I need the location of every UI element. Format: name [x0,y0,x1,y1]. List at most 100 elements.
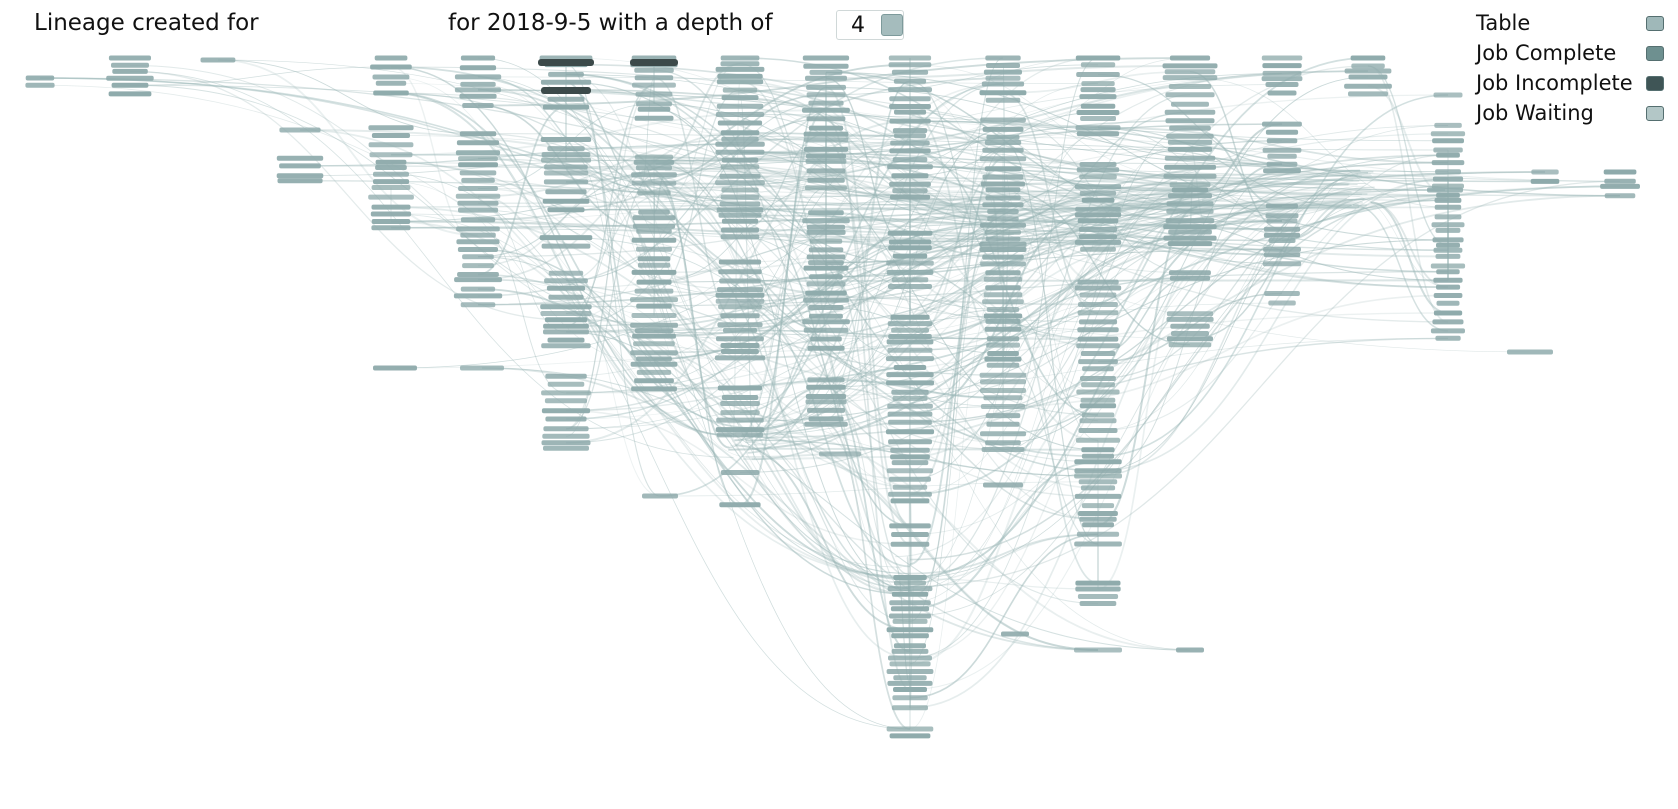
lineage-node[interactable] [634,378,674,384]
lineage-node[interactable] [1266,161,1298,167]
lineage-node[interactable] [455,150,501,156]
lineage-node[interactable] [1434,122,1462,128]
lineage-node[interactable] [809,238,843,244]
lineage-node[interactable] [984,140,1022,145]
lineage-node[interactable] [894,580,926,586]
lineage-node[interactable] [721,395,759,400]
lineage-node[interactable] [633,159,675,165]
lineage-node[interactable] [984,229,1021,235]
lineage-node[interactable] [1164,155,1216,161]
lineage-node[interactable] [636,101,672,107]
lineage-node[interactable] [373,179,410,185]
lineage-node[interactable] [374,55,408,61]
lineage-node[interactable] [891,633,929,639]
lineage-node[interactable] [631,269,677,275]
lineage-node[interactable] [1074,541,1122,547]
lineage-node[interactable] [279,127,321,133]
lineage-node[interactable] [720,401,760,406]
lineage-node[interactable] [460,232,496,238]
lineage-node[interactable] [980,431,1027,437]
lineage-node[interactable] [717,120,763,126]
lineage-node[interactable] [1433,293,1463,298]
lineage-node[interactable] [1076,110,1120,115]
lineage-node[interactable] [805,394,847,399]
lineage-node[interactable] [893,643,926,649]
lineage-node[interactable] [1080,397,1116,403]
lineage-node[interactable] [807,377,845,383]
lineage-node[interactable] [1266,218,1298,224]
lineage-node[interactable] [1074,473,1122,479]
lineage-node[interactable] [717,385,763,391]
lineage-node[interactable] [719,201,761,207]
lineage-node[interactable] [545,416,587,422]
lineage-node[interactable] [891,173,929,179]
lineage-node[interactable] [631,180,677,186]
lineage-node[interactable] [802,218,850,224]
lineage-node[interactable] [631,237,677,243]
lineage-node[interactable] [635,154,674,160]
lineage-node[interactable] [1075,586,1121,592]
lineage-node[interactable] [459,170,497,176]
lineage-node[interactable] [368,125,414,131]
lineage-node[interactable] [888,239,932,245]
lineage-node[interactable] [891,705,928,711]
lineage-node[interactable] [371,185,411,190]
lineage-node[interactable] [886,372,934,378]
lineage-node[interactable] [1433,247,1463,253]
lineage-node[interactable] [886,669,934,674]
lineage-node[interactable] [632,215,676,221]
lineage-node[interactable] [1263,226,1301,232]
lineage-node[interactable] [986,421,1020,427]
lineage-node[interactable] [985,75,1021,81]
lineage-node[interactable] [1168,84,1212,89]
lineage-node[interactable] [985,270,1021,276]
lineage-node[interactable] [1436,269,1460,275]
lineage-node[interactable] [371,225,411,231]
lineage-node[interactable] [1433,277,1463,283]
lineage-node[interactable] [460,55,496,61]
lineage-node[interactable] [723,327,757,333]
lineage-node[interactable] [720,410,760,416]
lineage-node[interactable] [720,313,760,319]
lineage-node[interactable] [1262,121,1302,127]
lineage-node[interactable] [1169,275,1211,281]
lineage-node[interactable] [716,287,764,293]
lineage-node[interactable] [460,81,496,87]
lineage-node[interactable] [1430,263,1466,269]
lineage-node[interactable] [892,395,928,401]
lineage-node[interactable] [544,278,588,284]
lineage-node[interactable] [457,200,499,206]
lineage-node[interactable] [1433,310,1463,316]
lineage-node[interactable] [459,131,497,137]
lineage-node[interactable] [980,222,1026,228]
lineage-node[interactable] [1082,366,1114,372]
lineage-node[interactable] [719,278,761,284]
lineage-node[interactable] [1167,146,1213,152]
lineage-node[interactable] [1167,139,1213,145]
lineage-node[interactable] [985,285,1021,291]
lineage-node[interactable] [1431,160,1465,166]
lineage-node[interactable] [461,177,495,183]
lineage-node[interactable] [458,156,498,162]
lineage-node[interactable] [980,388,1026,393]
lineage-node[interactable] [1264,291,1300,296]
lineage-node[interactable] [893,78,927,84]
lineage-node[interactable] [717,322,763,328]
lineage-node[interactable] [631,172,677,178]
lineage-node[interactable] [633,341,675,347]
lineage-node[interactable] [894,133,926,139]
lineage-node[interactable] [636,369,672,375]
lineage-node[interactable] [1168,193,1212,199]
lineage-node[interactable] [634,75,674,81]
lineage-node[interactable] [892,128,928,134]
lineage-node[interactable] [1075,437,1120,443]
lineage-node[interactable] [803,327,849,333]
lineage-node[interactable] [456,140,500,146]
lineage-node[interactable] [1079,403,1117,409]
lineage-node[interactable] [454,277,502,283]
lineage-node[interactable] [25,75,55,81]
lineage-node[interactable] [276,155,324,161]
lineage-node[interactable] [886,380,935,386]
lineage-node[interactable] [1075,125,1121,131]
lineage-node[interactable] [546,285,586,291]
